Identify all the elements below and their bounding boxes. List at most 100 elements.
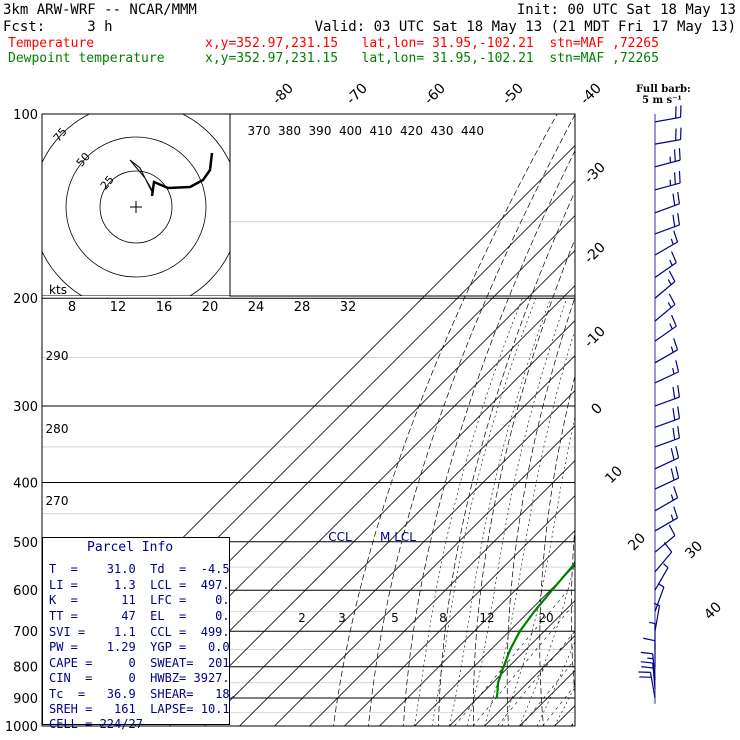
parcel-row: CAPE = 0 SWEAT= 201 [49, 656, 230, 670]
wind-barb-shaft [654, 262, 677, 279]
wind-barb-shaft [654, 517, 678, 532]
wind-barb-half-flag [670, 494, 674, 501]
theta-label: 410 [370, 124, 393, 138]
isotherm [612, 114, 740, 739]
pressure-label: 800 [13, 661, 38, 676]
isotherm-label: 0 [588, 400, 606, 418]
mixing-ratio-label: 5 [391, 611, 399, 625]
pressure-label: 200 [13, 292, 38, 307]
wind-barb-flag [668, 524, 676, 536]
wind-barb-half-flag [669, 323, 673, 330]
parcel-row: CIN = 0 HWBZ= 3927. [49, 671, 230, 685]
wind-barb-shaft [654, 116, 681, 123]
hodograph-speed-label: 8 [68, 300, 76, 315]
wind-barb-flag [668, 293, 676, 305]
parcel-row: CELL = 224/27 [49, 717, 143, 731]
isotherm-label: 20 [625, 530, 649, 554]
wind-barb-flag [640, 661, 653, 664]
wind-barb-shaft [654, 203, 680, 214]
wind-barb [654, 406, 681, 428]
wind-barb-flag [677, 213, 681, 226]
theta-label: 380 [278, 124, 301, 138]
hodograph-speed-label: 16 [156, 300, 173, 315]
wind-barb [649, 621, 656, 650]
wind-barb-shaft [654, 567, 669, 591]
parcel-info-title: Parcel Info [87, 540, 174, 555]
dry-adiabat [368, 114, 575, 726]
isotherm [647, 114, 740, 739]
hodograph-trace [150, 152, 214, 197]
wind-barb [654, 105, 682, 123]
theta-label: 280 [46, 422, 69, 436]
wind-barb-flag [673, 506, 679, 519]
wind-barb-shaft [654, 477, 679, 490]
isotherm-label: -80 [269, 80, 296, 107]
wind-barb-flag [671, 314, 677, 327]
hodograph-speed-label: 24 [248, 300, 265, 315]
wind-barb [654, 127, 682, 145]
wind-barb-shaft [654, 417, 680, 428]
wind-barb-shaft [654, 396, 680, 407]
moist-adiabat [519, 560, 575, 726]
wind-barb-shaft [654, 457, 679, 470]
hodograph-speed-label: 20 [202, 300, 219, 315]
wind-barb [654, 563, 669, 591]
wind-barb [654, 171, 681, 191]
wind-barb [654, 251, 677, 279]
wind-barb-flag [678, 148, 681, 161]
hodograph-unit: kts [49, 283, 67, 297]
dry-adiabat [333, 114, 558, 726]
wind-barb-flag [673, 338, 679, 350]
wind-barb [654, 466, 680, 490]
theta-label: 400 [339, 124, 362, 138]
wind-barb [654, 542, 673, 573]
wind-barb-flag [675, 466, 680, 479]
wind-barb-half-flag [670, 238, 674, 245]
dry-adiabat [715, 114, 740, 739]
wind-barb-flag [674, 149, 676, 162]
wind-barb-shaft [654, 325, 677, 342]
moist-adiabat [466, 298, 568, 726]
wind-barb-half-flag [663, 563, 669, 569]
hodograph-speed-label: 12 [110, 300, 127, 315]
pressure-label: 100 [13, 108, 38, 123]
wind-barb-shaft [654, 241, 678, 256]
wind-barb [654, 506, 679, 532]
pressure-label: 900 [13, 692, 38, 707]
parcel-row: Tc = 36.9 SHEAR= 18. [49, 687, 237, 701]
isotherm-label: -50 [499, 80, 526, 107]
moist-adiabat [554, 685, 575, 726]
isotherm-label: 30 [682, 538, 706, 562]
wind-barb-flag [675, 360, 680, 373]
moist-adiabat [536, 640, 575, 726]
theta-box [229, 113, 576, 297]
wind-barb-half-flag [667, 279, 672, 286]
wind-barb-shaft [654, 159, 681, 168]
wind-barb-half-flag [649, 621, 656, 625]
parcel-row: SVI = 1.1 CCL = 499. [49, 625, 230, 639]
wind-barb-flag [640, 651, 653, 655]
wind-barb [654, 148, 681, 168]
parcel-row: TT = 47 EL = 0. [49, 609, 230, 623]
dry-adiabat [438, 190, 575, 726]
pressure-label: 500 [13, 536, 38, 551]
pressure-label: 1000 [5, 720, 38, 735]
moist-adiabat [607, 298, 740, 726]
hodograph-ring [99, 170, 173, 244]
wind-barb-shaft [654, 139, 681, 145]
pressure-label: 600 [13, 584, 38, 599]
dewpoint-legend: Dewpoint temperature [8, 51, 165, 66]
parcel-row: LI = 1.3 LCL = 497. [49, 578, 230, 592]
hodograph-speed-label: 28 [294, 300, 311, 315]
wind-barb-shaft [654, 224, 680, 235]
wind-barb [654, 314, 677, 342]
isotherm [238, 389, 575, 726]
isotherm-label: 10 [602, 463, 626, 487]
full-barb-value: 5 m s⁻¹ [642, 95, 682, 106]
wind-barb [654, 230, 679, 256]
dry-adiabat [473, 238, 575, 726]
wind-barb-shaft [649, 672, 656, 699]
forecast-hour: Fcst: 3 h [3, 19, 113, 35]
full-barb-label: Full barb: [636, 84, 691, 95]
parcel-row: SREH = 161 LAPSE= 10.1 [49, 702, 230, 716]
